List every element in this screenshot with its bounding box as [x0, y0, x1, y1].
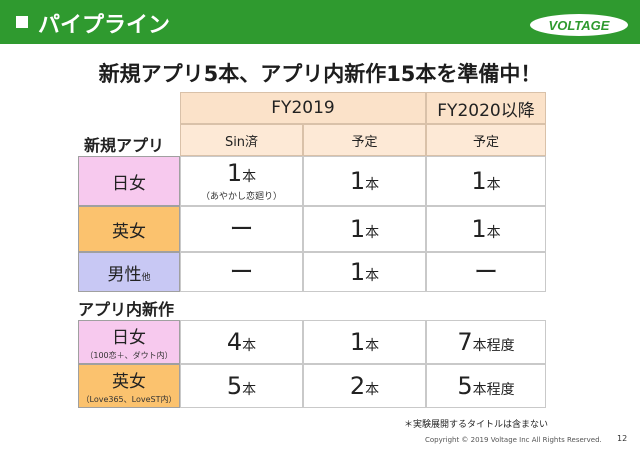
headline: 新規アプリ5本、アプリ内新作15本を準備中！: [98, 62, 542, 86]
cell-value: ー: [229, 215, 254, 243]
section-label-in-app: アプリ内新作: [78, 300, 175, 319]
cell-value: ー: [474, 258, 498, 286]
cell-value: 1本: [471, 215, 501, 243]
row-label-male-other: 男性他: [78, 252, 180, 292]
column-header-fy2019: FY2019: [180, 92, 426, 124]
cell-note: （あやかし恋廻り）: [200, 191, 282, 202]
row-label-in-app-jp-female: 日女 （100恋＋、ダウト内）: [78, 320, 180, 364]
row-label-jp-female: 日女: [78, 156, 180, 206]
table-cell: 1本: [303, 320, 426, 364]
slide-title: パイプライン: [38, 13, 171, 38]
column-header-fy2020: FY2020以降: [426, 92, 546, 124]
section-label-new-apps: 新規アプリ: [84, 136, 165, 155]
table-cell: ー: [426, 252, 546, 292]
row-label-en-female: 英女: [78, 206, 180, 252]
cell-value: 7本程度: [457, 328, 515, 356]
cell-value: 1本: [349, 258, 380, 286]
footnote: ＊実験展開するタイトルは含まない: [403, 420, 548, 430]
row-label-note: （100恋＋、ダウト内）: [85, 351, 173, 360]
cell-value: 4本: [226, 328, 257, 356]
row-label-text: 英女: [112, 221, 146, 242]
cell-value: 1本: [471, 167, 501, 195]
cell-value: 5本程度: [457, 372, 515, 400]
cell-value: ー: [229, 258, 254, 286]
header-bar: パイプライン VOLTAGE: [0, 0, 640, 44]
cell-value: 2本: [349, 372, 380, 400]
row-label-text: 日女: [112, 328, 146, 348]
square-bullet-icon: [16, 16, 28, 28]
cell-value: 1本: [349, 167, 380, 195]
voltage-logo: VOLTAGE: [530, 14, 628, 36]
cell-value: 1本: [226, 158, 257, 187]
copyright: Copyright © 2019 Voltage Inc All Rights …: [425, 436, 602, 444]
cell-value: 1本: [349, 215, 380, 243]
row-label-note: （Love365、LoveST内）: [81, 395, 177, 404]
subheader-sin-done: Sin済: [180, 124, 303, 156]
table-cell: 1本 （あやかし恋廻り）: [180, 156, 303, 206]
row-label-text: 日女: [112, 173, 146, 194]
svg-text:VOLTAGE: VOLTAGE: [549, 18, 610, 33]
table-cell: 1本: [426, 206, 546, 252]
table-cell: 1本: [426, 156, 546, 206]
table-cell: 1本: [303, 206, 426, 252]
table-cell: 7本程度: [426, 320, 546, 364]
table-cell: 4本: [180, 320, 303, 364]
cell-value: 5本: [226, 372, 257, 400]
row-label-in-app-en-female: 英女 （Love365、LoveST内）: [78, 364, 180, 408]
table-cell: 5本程度: [426, 364, 546, 408]
table-cell: 1本: [303, 156, 426, 206]
page-number: 12: [617, 434, 628, 443]
row-label-text: 英女: [112, 372, 146, 392]
row-label-text: 男性他: [107, 264, 151, 285]
table-cell: 5本: [180, 364, 303, 408]
subheader-planned-2019: 予定: [303, 124, 426, 156]
table-cell: 1本: [303, 252, 426, 292]
table-cell: 2本: [303, 364, 426, 408]
table-cell: ー: [180, 252, 303, 292]
subheader-planned-2020: 予定: [426, 124, 546, 156]
cell-value: 1本: [349, 328, 380, 356]
table-cell: ー: [180, 206, 303, 252]
